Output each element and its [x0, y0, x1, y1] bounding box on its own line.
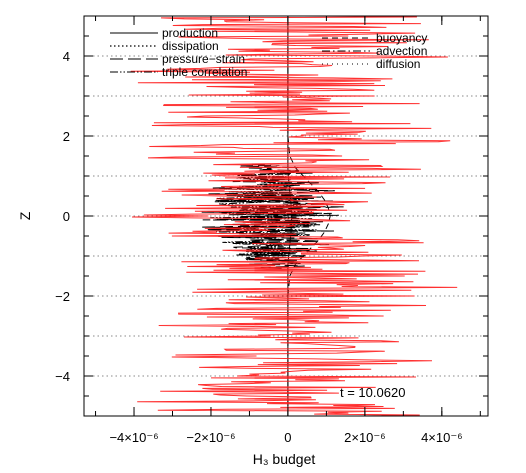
y-tick-label-4: 4 [63, 49, 70, 64]
x-tick-label-0: −4×10⁻⁶ [109, 430, 158, 445]
legend-label-triple-correlation: triple correlation [162, 65, 247, 79]
y-tick-label-1: −2 [55, 289, 70, 304]
axes: −4×10⁻⁶ −2×10⁻⁶ 0 2×10⁻⁶ 4×10⁻⁶ −4 −2 0 2 4 [55, 15, 489, 445]
y-tick-label-3: 2 [63, 129, 70, 144]
x-axis-title: H₃ budget [253, 451, 316, 467]
legend-label-buoyancy: buoyancy [376, 31, 427, 45]
y-tick-label-2: 0 [63, 209, 70, 224]
x-tick-label-3: 2×10⁻⁶ [344, 430, 386, 445]
x-tick-label-2: 0 [284, 430, 291, 445]
series-diffusion [130, 15, 458, 417]
series-triple-correlation [210, 171, 321, 261]
legend-label-pressure-strain: pressure−strain [162, 52, 245, 66]
time-annotation: t = 10.0620 [340, 385, 405, 400]
data-layer [130, 15, 458, 417]
x-tick-label-4: 4×10⁻⁶ [421, 430, 463, 445]
legend-label-production: production [162, 26, 218, 40]
x-tick-label-1: −2×10⁻⁶ [186, 430, 235, 445]
y-axis-title: Z [17, 211, 33, 220]
y-tick-label-0: −4 [55, 369, 70, 384]
legend: production dissipation pressure−strain t… [110, 26, 427, 79]
legend-label-advection: advection [376, 44, 427, 58]
legend-label-dissipation: dissipation [162, 39, 219, 53]
legend-label-diffusion: diffusion [376, 57, 420, 71]
